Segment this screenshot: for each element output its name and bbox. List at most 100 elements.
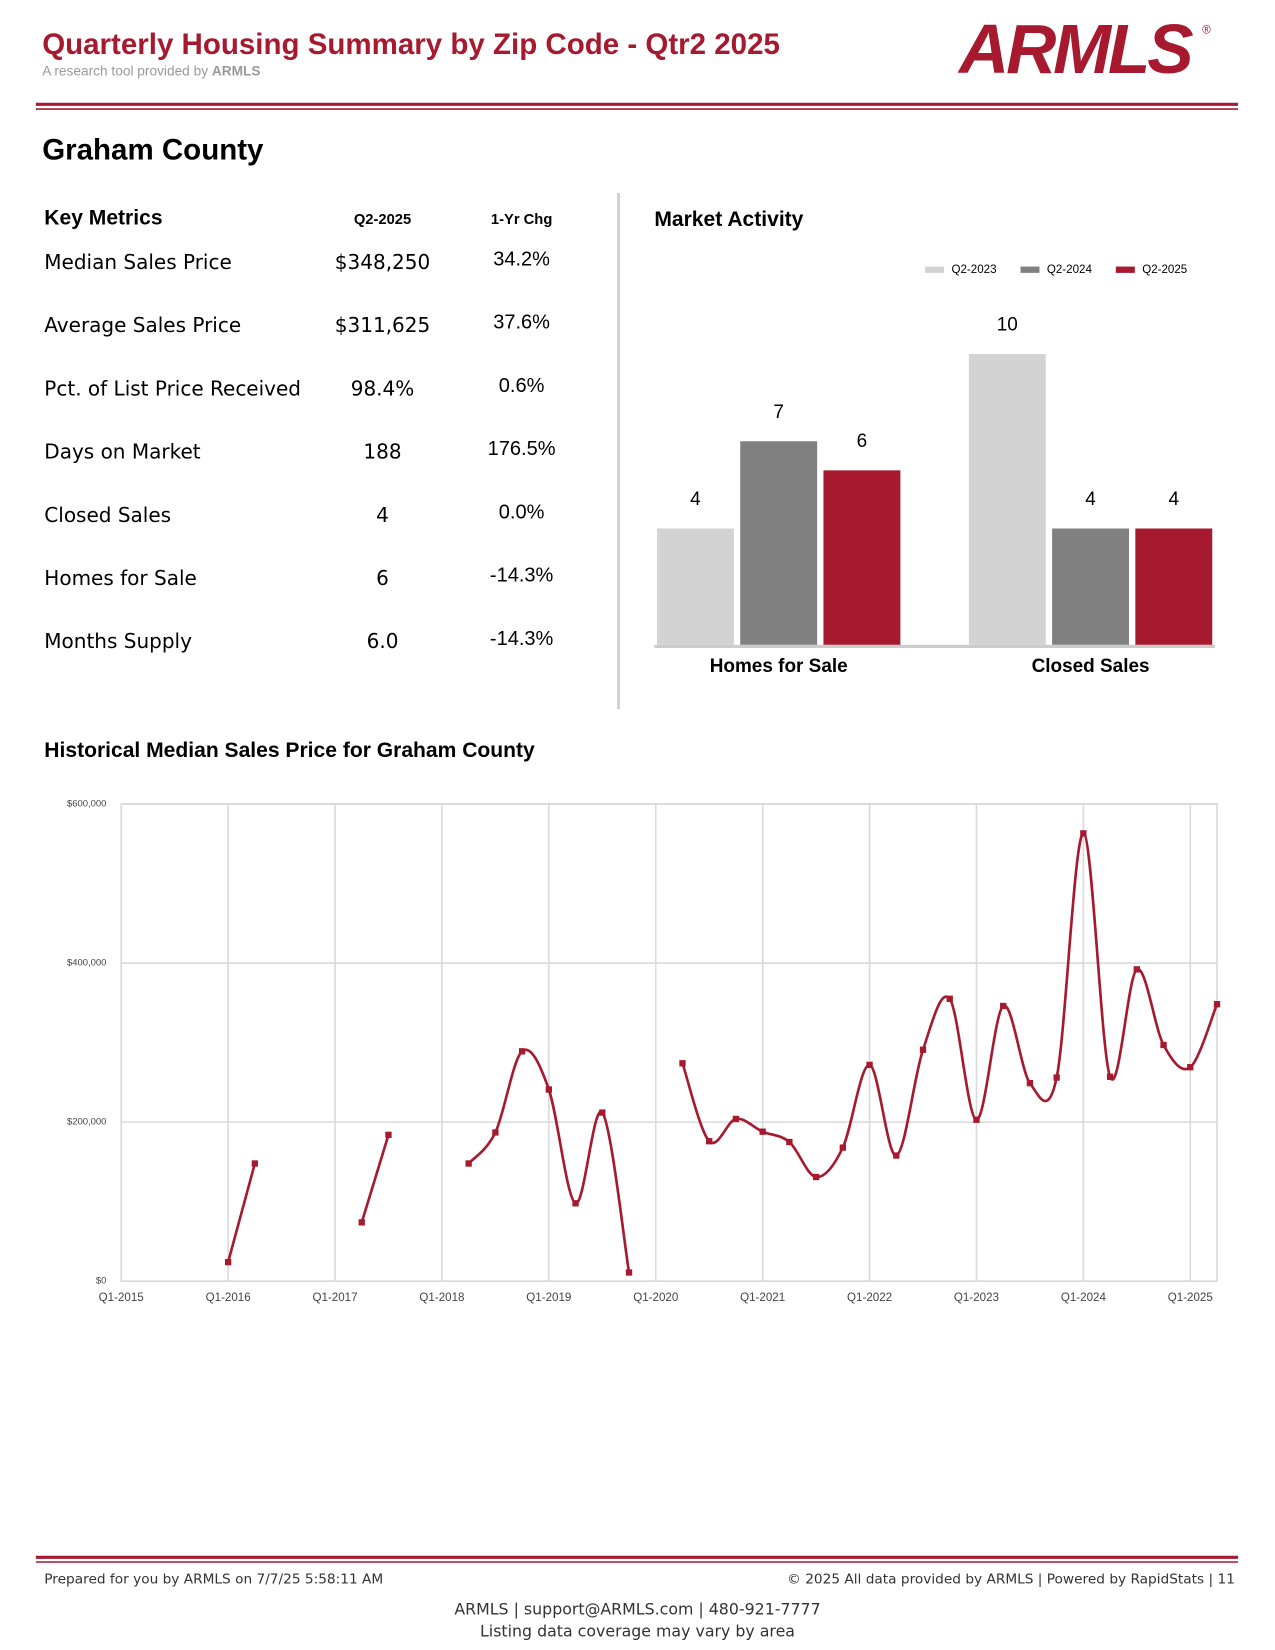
point-marker xyxy=(973,1116,980,1123)
bar-value-label: 4 xyxy=(690,489,701,510)
x-tick-label: Q1-2018 xyxy=(419,1292,464,1304)
point-marker xyxy=(1080,830,1087,837)
x-category-label: Homes for Sale xyxy=(710,656,848,677)
metric-value: 188 xyxy=(363,440,401,464)
point-marker xyxy=(919,1046,927,1053)
metric-label: Pct. of List Price Received xyxy=(44,376,301,400)
x-tick-label: Q1-2016 xyxy=(206,1292,251,1304)
footer-prepared: Prepared for you by ARMLS on 7/7/25 5:58… xyxy=(44,1571,383,1587)
point-marker xyxy=(786,1138,793,1146)
point-marker xyxy=(839,1144,846,1151)
metric-value: $311,625 xyxy=(335,313,430,337)
x-tick-label: Q1-2019 xyxy=(526,1292,571,1304)
footer-note: Listing data coverage may vary by area xyxy=(480,1622,795,1641)
point-marker xyxy=(224,1258,232,1266)
point-marker xyxy=(1133,966,1140,973)
column-header: Q2-2025 xyxy=(354,212,411,228)
plot-border xyxy=(120,803,1218,1283)
metric-label: Average Sales Price xyxy=(44,313,241,337)
metric-label: Homes for Sale xyxy=(44,566,197,590)
point-marker xyxy=(1187,1064,1194,1071)
bar-value-label: 4 xyxy=(1085,489,1096,510)
point-marker xyxy=(465,1160,472,1167)
key-metrics-table: Key Metrics Q2-2025 1-Yr Chg Median Sale… xyxy=(44,207,555,654)
legend-label: Q2-2025 xyxy=(1142,264,1187,276)
x-tick-label: Q1-2017 xyxy=(312,1292,357,1304)
point-marker xyxy=(1213,1001,1221,1008)
point-marker xyxy=(385,1131,392,1139)
region-title: Graham County xyxy=(42,134,264,167)
bar-value-label: 4 xyxy=(1169,489,1180,510)
bar xyxy=(656,528,734,645)
price-line xyxy=(226,832,1219,1273)
point-marker xyxy=(599,1109,606,1116)
x-tick-label: Q1-2025 xyxy=(1168,1292,1213,1304)
bar xyxy=(1052,528,1130,645)
y-tick-label: $0 xyxy=(96,1276,107,1287)
metric-change: -14.3% xyxy=(490,628,554,650)
point-marker xyxy=(518,1048,526,1055)
point-marker xyxy=(732,1115,740,1123)
point-marker xyxy=(706,1138,713,1145)
bar xyxy=(740,441,818,645)
metric-value: 6 xyxy=(376,566,389,590)
x-tick-label: Q1-2022 xyxy=(847,1292,892,1304)
x-tick-label: Q1-2020 xyxy=(633,1292,678,1304)
report-title: Quarterly Housing Summary by Zip Code - … xyxy=(42,28,780,61)
metric-label: Closed Sales xyxy=(44,503,171,527)
metric-value: 98.4% xyxy=(351,376,415,400)
chart-title: Market Activity xyxy=(654,208,803,231)
x-tick-label: Q1-2021 xyxy=(740,1292,785,1304)
point-marker xyxy=(358,1219,365,1226)
point-marker xyxy=(946,995,953,1002)
bar-value-label: 7 xyxy=(773,402,784,423)
point-marker xyxy=(1000,1002,1007,1010)
bar xyxy=(968,354,1046,645)
logo: ARMLS xyxy=(957,10,1193,88)
bar xyxy=(1135,528,1213,645)
footer-contact: ARMLS | support@ARMLS.com | 480-921-7777 xyxy=(454,1599,820,1618)
point-marker xyxy=(545,1086,553,1093)
metric-value: 6.0 xyxy=(367,629,399,653)
logo-mark: ® xyxy=(1202,25,1211,37)
metric-value: $348,250 xyxy=(335,250,430,274)
y-tick-label: $200,000 xyxy=(67,1117,107,1128)
point-marker xyxy=(812,1173,820,1181)
point-marker xyxy=(1160,1041,1167,1049)
metric-change: 37.6% xyxy=(493,312,550,334)
subtitle: A research tool provided by ARMLS xyxy=(42,63,260,78)
bar-value-label: 6 xyxy=(857,431,868,452)
y-tick-label: $600,000 xyxy=(67,798,107,809)
column-header: 1-Yr Chg xyxy=(491,212,552,228)
legend-swatch xyxy=(925,266,945,273)
point-marker xyxy=(625,1269,633,1276)
x-tick-label: Q1-2024 xyxy=(1061,1292,1107,1304)
metric-label: Days on Market xyxy=(44,440,200,464)
metric-value: 4 xyxy=(376,503,389,527)
metric-change: 34.2% xyxy=(493,249,550,271)
metric-change: 176.5% xyxy=(488,438,556,460)
metric-change: 0.6% xyxy=(499,375,545,397)
point-marker xyxy=(866,1061,873,1069)
legend-swatch xyxy=(1020,266,1040,273)
legend-label: Q2-2024 xyxy=(1047,264,1093,276)
x-tick-label: Q1-2023 xyxy=(954,1292,999,1304)
table-title: Key Metrics xyxy=(44,207,162,230)
point-marker xyxy=(679,1060,686,1067)
y-tick-label: $400,000 xyxy=(67,958,107,969)
metric-change: 0.0% xyxy=(499,501,545,523)
footer-credit: © 2025 All data provided by ARMLS | Powe… xyxy=(787,1571,1235,1587)
subtitle-text: A research tool provided by xyxy=(42,63,208,78)
point-marker xyxy=(572,1200,579,1207)
x-tick-label: Q1-2015 xyxy=(99,1292,144,1304)
point-marker xyxy=(492,1129,499,1136)
point-marker xyxy=(759,1128,766,1135)
chart-title: Historical Median Sales Price for Graham… xyxy=(44,739,535,762)
legend-label: Q2-2023 xyxy=(951,264,996,276)
bar xyxy=(823,470,901,645)
legend-swatch xyxy=(1115,266,1135,273)
metric-label: Median Sales Price xyxy=(44,250,231,274)
